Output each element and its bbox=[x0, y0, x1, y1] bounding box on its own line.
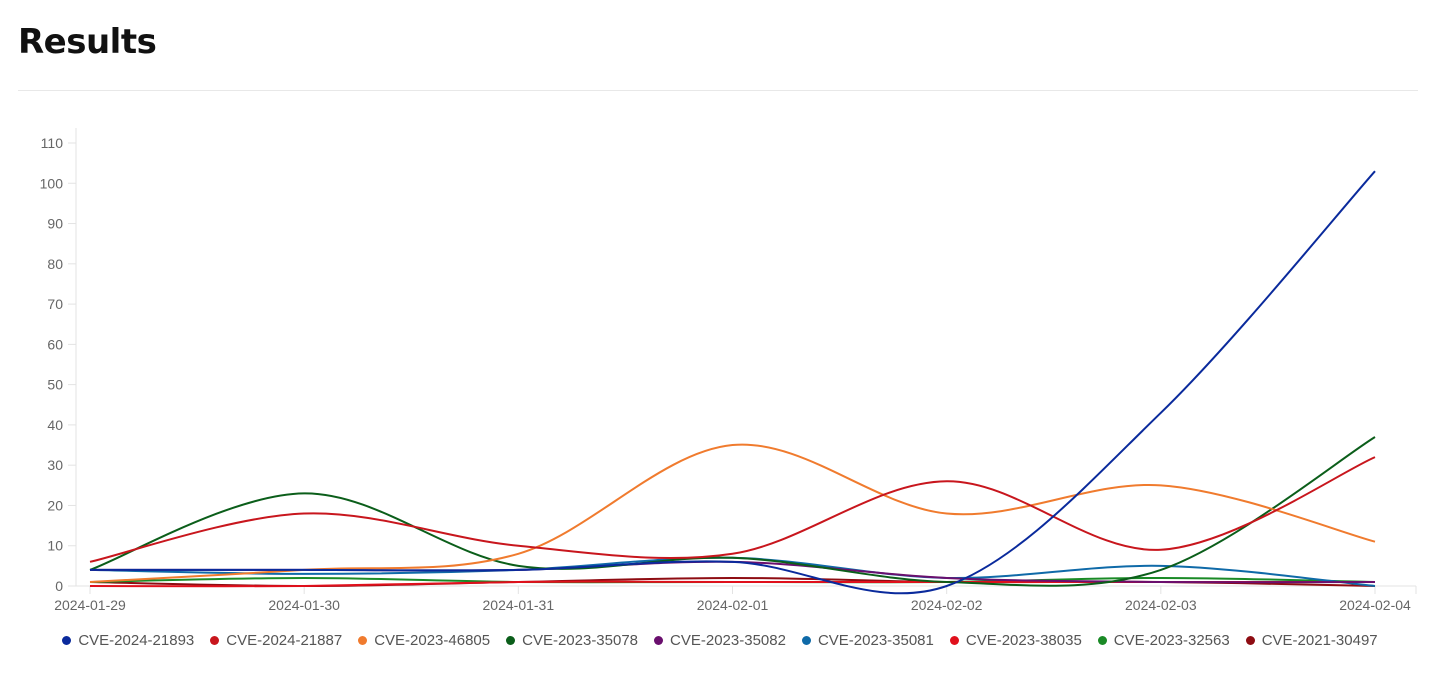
legend-label: CVE-2024-21887 bbox=[226, 632, 343, 649]
y-tick-label: 90 bbox=[47, 216, 63, 232]
series-line bbox=[90, 170, 1376, 595]
y-tick-label: 110 bbox=[41, 135, 64, 151]
legend-dot-icon bbox=[210, 636, 220, 645]
x-tick-label: 2024-01-29 bbox=[54, 597, 126, 613]
legend-item[interactable]: CVE-2023-32563 bbox=[1097, 632, 1230, 649]
legend-dot-icon bbox=[506, 636, 516, 645]
y-tick-label: 100 bbox=[40, 175, 64, 191]
x-tick-label: 2024-01-31 bbox=[483, 597, 555, 613]
legend-item[interactable]: CVE-2023-46805 bbox=[358, 632, 490, 649]
series-line bbox=[89, 436, 1376, 587]
legend-dot-icon bbox=[654, 636, 664, 645]
chart-legend: CVE-2024-21893 CVE-2024-21887 CVE-2023-468… bbox=[60, 632, 1380, 649]
legend-dot-icon bbox=[358, 636, 368, 645]
y-tick-label: 40 bbox=[47, 417, 63, 433]
legend-dot-icon bbox=[1245, 636, 1255, 645]
y-tick-label: 0 bbox=[55, 578, 63, 594]
legend-dot-icon bbox=[949, 636, 959, 645]
legend-label: CVE-2023-35082 bbox=[670, 632, 786, 649]
legend-item[interactable]: CVE-2023-35081 bbox=[801, 632, 934, 649]
x-tick-label: 2024-02-02 bbox=[911, 597, 983, 613]
y-tick-label: 50 bbox=[47, 377, 63, 393]
legend-label: CVE-2023-35078 bbox=[522, 632, 639, 649]
legend-item[interactable]: CVE-2023-35082 bbox=[654, 632, 786, 649]
title-divider bbox=[18, 90, 1418, 91]
legend-dot-icon bbox=[801, 636, 811, 645]
legend-label: CVE-2023-46805 bbox=[374, 632, 491, 649]
legend-dot-icon bbox=[1097, 636, 1107, 645]
legend-item[interactable]: CVE-2024-21887 bbox=[210, 632, 342, 649]
legend-item[interactable]: CVE-2021-30497 bbox=[1245, 632, 1378, 649]
legend-label: CVE-2023-38035 bbox=[965, 632, 1082, 649]
series-lines bbox=[89, 170, 1376, 595]
x-tick-label: 2024-01-30 bbox=[268, 597, 340, 613]
y-tick-label: 20 bbox=[47, 497, 63, 513]
x-tick-label: 2024-02-04 bbox=[1339, 597, 1411, 613]
legend-dot-icon bbox=[62, 636, 72, 645]
x-tick-label: 2024-02-01 bbox=[697, 597, 769, 613]
series-line bbox=[89, 456, 1376, 563]
y-tick-label: 30 bbox=[47, 457, 63, 473]
legend-label: CVE-2024-21893 bbox=[78, 632, 195, 649]
legend-label: CVE-2021-30497 bbox=[1261, 632, 1378, 649]
y-axis: 0 10 20 30 40 50 60 70 80 90 100 110 bbox=[40, 128, 77, 594]
y-tick-label: 70 bbox=[47, 296, 63, 312]
y-tick-label: 80 bbox=[47, 256, 63, 272]
x-tick-label: 2024-02-03 bbox=[1125, 597, 1197, 613]
y-tick-label: 10 bbox=[47, 538, 63, 554]
legend-label: CVE-2023-35081 bbox=[817, 632, 934, 649]
legend-item[interactable]: CVE-2023-35078 bbox=[506, 632, 638, 649]
y-tick-label: 60 bbox=[47, 336, 63, 352]
legend-label: CVE-2023-32563 bbox=[1113, 632, 1230, 649]
x-axis: 2024-01-29 2024-01-30 2024-01-31 2024-02-01… bbox=[54, 585, 1417, 613]
page-title: Results bbox=[18, 22, 157, 62]
legend-item[interactable]: CVE-2024-21893 bbox=[62, 632, 194, 649]
legend-item[interactable]: CVE-2023-38035 bbox=[949, 632, 1082, 649]
